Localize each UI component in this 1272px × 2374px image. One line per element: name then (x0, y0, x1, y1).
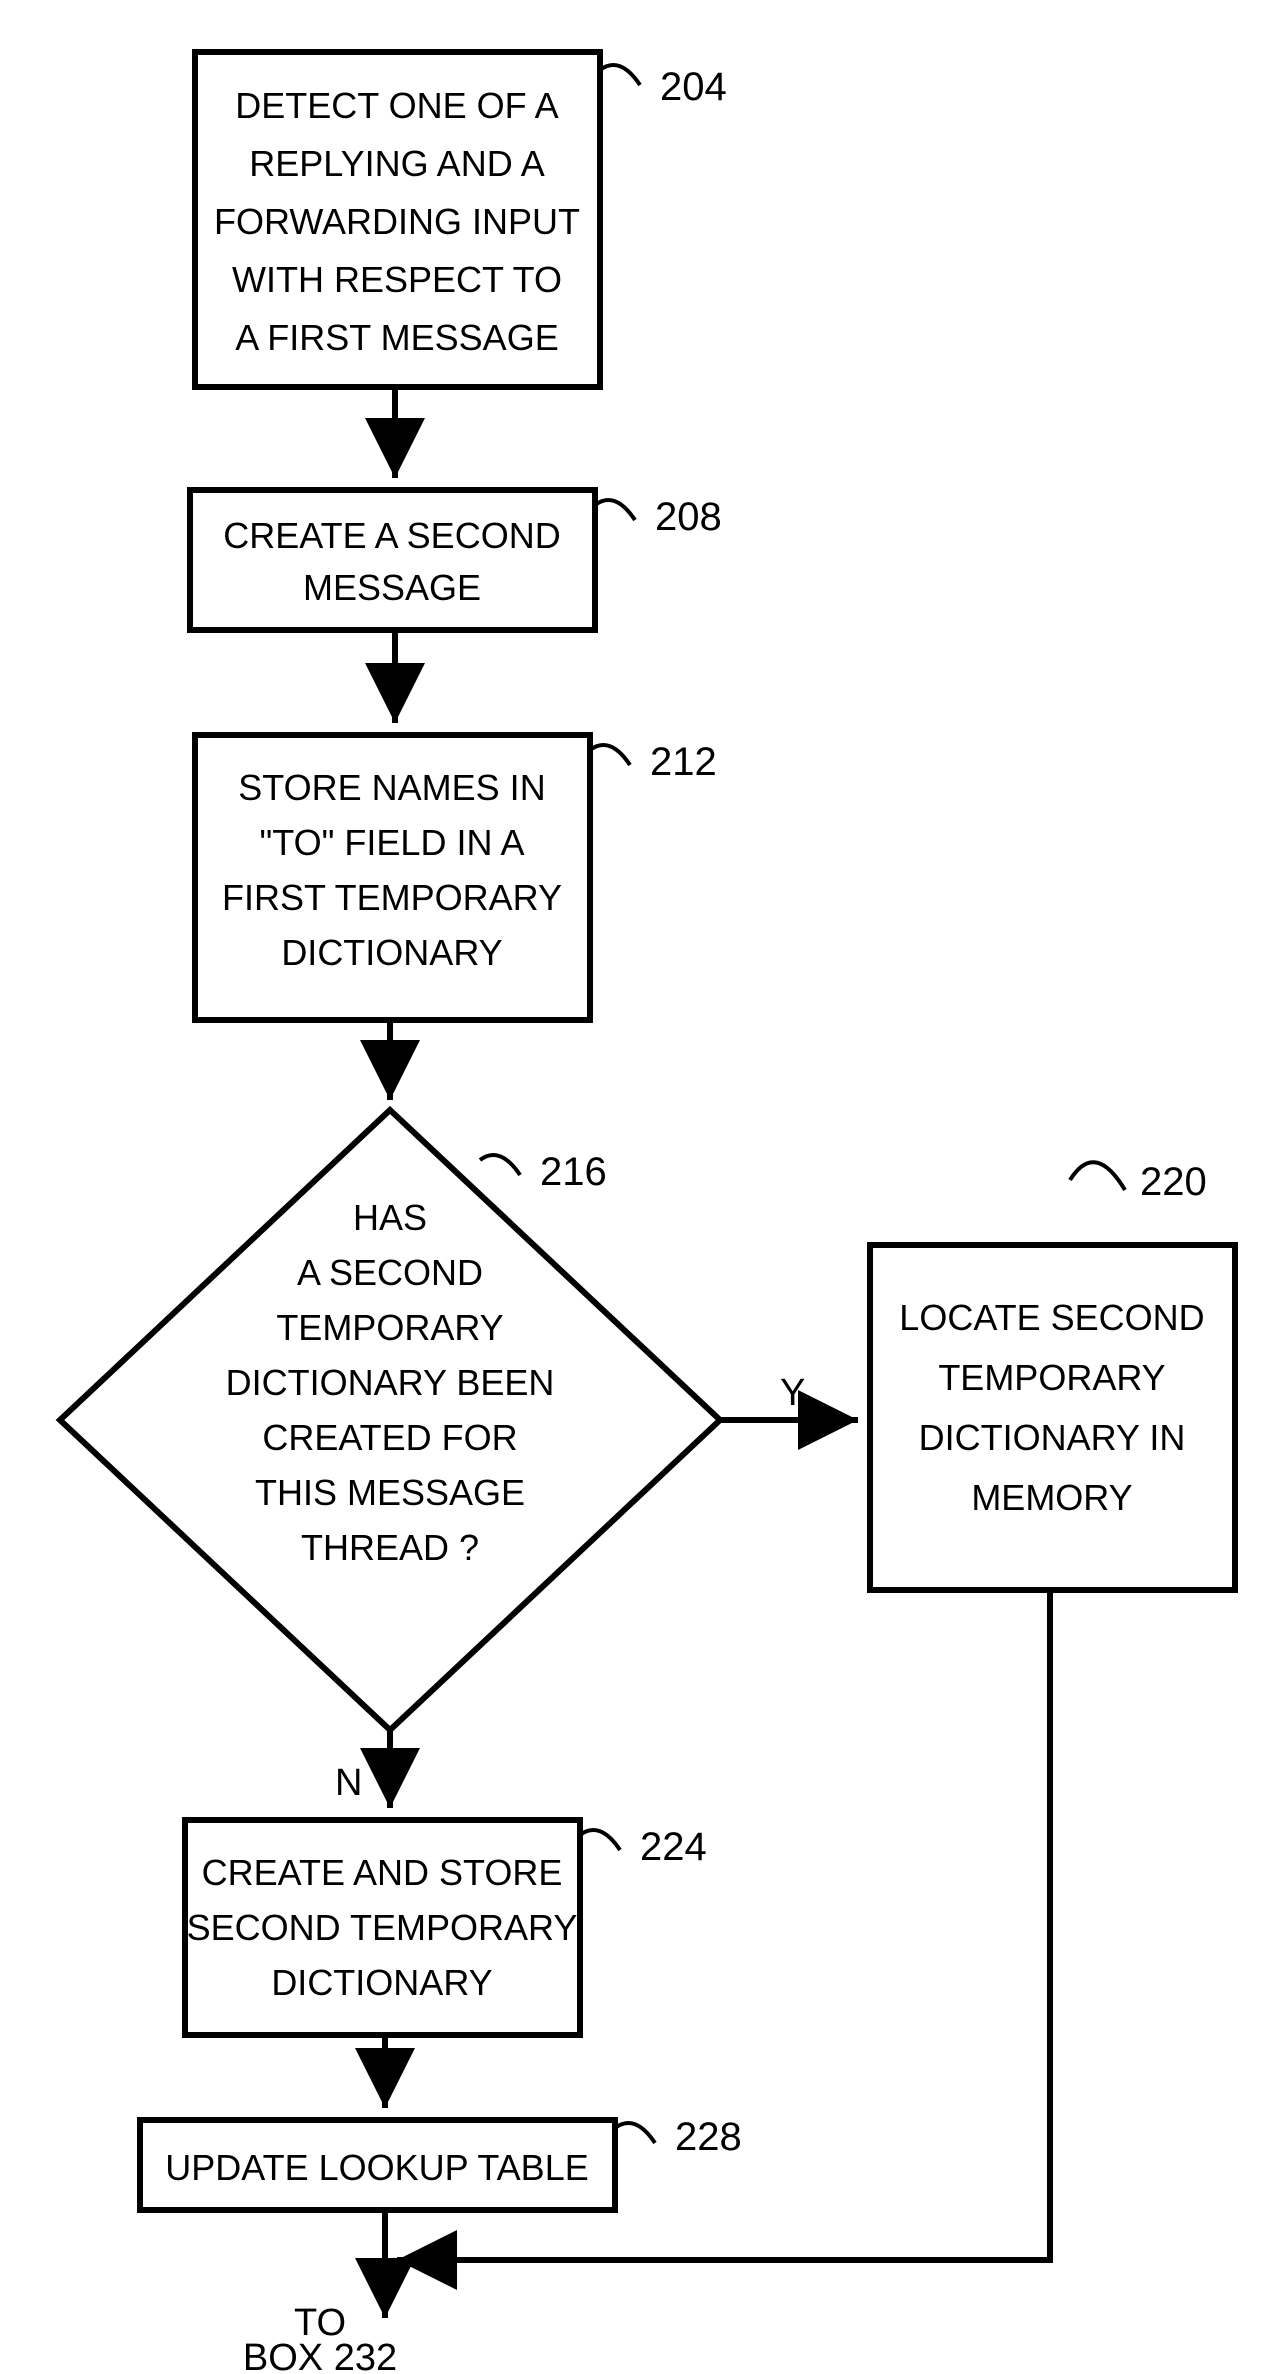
node-text: CREATED FOR (262, 1417, 517, 1458)
flowchart-canvas: DETECT ONE OF A REPLYING AND A FORWARDIN… (0, 0, 1272, 2374)
node-text: DICTIONARY BEEN (226, 1362, 555, 1403)
node-ref-label: 208 (655, 495, 722, 539)
node-text: DICTIONARY IN (919, 1417, 1186, 1458)
node-text: THREAD ? (301, 1527, 479, 1568)
node-text: A FIRST MESSAGE (235, 317, 558, 358)
node-detect-input: DETECT ONE OF A REPLYING AND A FORWARDIN… (195, 52, 600, 387)
node-text: TEMPORARY (276, 1307, 503, 1348)
node-ref-label: 220 (1140, 1160, 1207, 1204)
node-text: HAS (353, 1197, 427, 1238)
callout-curve (580, 1830, 620, 1850)
node-locate-dictionary: LOCATE SECOND TEMPORARY DICTIONARY IN ME… (870, 1245, 1235, 1590)
node-text: A SECOND (297, 1252, 483, 1293)
node-text: DICTIONARY (271, 1962, 492, 2003)
node-text: LOCATE SECOND (899, 1297, 1204, 1338)
callout-curve (600, 65, 640, 85)
edge-label: Y (780, 1372, 805, 1414)
edge-label: N (335, 1762, 362, 1804)
callout-curve (1070, 1162, 1125, 1190)
node-text: THIS MESSAGE (255, 1472, 525, 1513)
node-text: TEMPORARY (938, 1357, 1165, 1398)
node-text: FIRST TEMPORARY (222, 877, 562, 918)
callout-curve (615, 2123, 655, 2143)
node-text: FORWARDING INPUT (214, 201, 580, 242)
node-text: REPLYING AND A (249, 143, 544, 184)
node-text: WITH RESPECT TO (232, 259, 562, 300)
node-text: MESSAGE (303, 567, 481, 608)
node-store-names: STORE NAMES IN "TO" FIELD IN A FIRST TEM… (195, 735, 590, 1020)
node-ref-label: 228 (675, 2115, 742, 2159)
node-text: STORE NAMES IN (238, 767, 545, 808)
node-ref-label: 212 (650, 740, 717, 784)
node-decision-dictionary: HAS A SECOND TEMPORARY DICTIONARY BEEN C… (60, 1110, 720, 1730)
node-update-lookup: UPDATE LOOKUP TABLE (140, 2120, 615, 2210)
node-rect (190, 490, 595, 630)
node-ref-label: 224 (640, 1825, 707, 1869)
node-text: DETECT ONE OF A (235, 85, 558, 126)
node-ref-label: 216 (540, 1150, 607, 1194)
node-text: UPDATE LOOKUP TABLE (165, 2147, 588, 2188)
callout-curve (595, 500, 635, 520)
node-text: "TO" FIELD IN A (260, 822, 525, 863)
callout-curve (480, 1155, 520, 1175)
exit-label: BOX 232 (243, 2337, 397, 2374)
node-text: DICTIONARY (281, 932, 502, 973)
node-ref-label: 204 (660, 65, 727, 109)
node-create-store-dictionary: CREATE AND STORE SECOND TEMPORARY DICTIO… (185, 1820, 580, 2035)
node-text: SECOND TEMPORARY (187, 1907, 578, 1948)
callout-curve (590, 745, 630, 765)
node-text: CREATE A SECOND (223, 515, 560, 556)
node-create-second-message: CREATE A SECOND MESSAGE (190, 490, 595, 630)
node-text: MEMORY (971, 1477, 1132, 1518)
node-text: CREATE AND STORE (202, 1852, 563, 1893)
